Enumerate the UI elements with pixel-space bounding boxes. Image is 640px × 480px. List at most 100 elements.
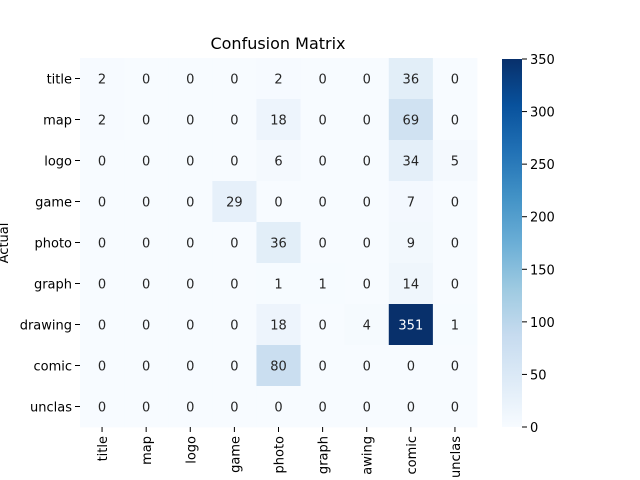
heatmap-cell — [300, 345, 346, 387]
cell-value-label: 0 — [142, 401, 150, 416]
col-tick-label: awing — [361, 436, 376, 475]
heatmap-cell — [344, 58, 390, 100]
heatmap-cell — [168, 99, 213, 141]
cell-value-label: 0 — [363, 155, 371, 170]
heatmap-cell — [344, 99, 390, 141]
heatmap-cell — [80, 263, 125, 305]
cell-value-label: 0 — [230, 278, 238, 293]
cell-value-label: 0 — [186, 278, 194, 293]
cell-value-label: 34 — [403, 155, 420, 170]
heatmap-cell — [300, 263, 346, 305]
cell-value-label: 0 — [186, 73, 194, 88]
heatmap-cell — [124, 222, 169, 264]
heatmap-cell — [212, 181, 257, 223]
heatmap-cell — [432, 304, 478, 346]
heatmap-cell — [168, 263, 213, 305]
cell-value-label: 0 — [363, 114, 371, 129]
row-tick-label: map — [43, 114, 72, 129]
cell-value-label: 0 — [186, 114, 194, 129]
cell-value-label: 0 — [230, 73, 238, 88]
cell-value-label: 0 — [451, 196, 459, 211]
cell-value-label: 4 — [363, 319, 371, 334]
cell-value-label: 0 — [318, 319, 326, 334]
heatmap-cell — [80, 304, 125, 346]
cell-value-label: 14 — [403, 278, 420, 293]
cell-value-label: 0 — [98, 319, 106, 334]
heatmap-cell — [124, 386, 169, 428]
cell-value-label: 0 — [363, 196, 371, 211]
colorbar-tick-label: 100 — [530, 316, 555, 331]
heatmap-cell — [432, 263, 478, 305]
heatmap-cell — [256, 263, 301, 305]
cell-value-label: 0 — [318, 360, 326, 375]
cell-value-label: 36 — [270, 237, 287, 252]
colorbar: 0 50 100 150 200 250 300 350 — [502, 53, 555, 436]
heatmap-cell — [432, 222, 478, 264]
cell-value-label: 2 — [274, 73, 282, 88]
cell-value-label: 0 — [230, 401, 238, 416]
heatmap-cell — [124, 263, 169, 305]
cell-value-label: 29 — [226, 196, 243, 211]
heatmap-cell — [300, 386, 346, 428]
heatmap-cell — [80, 140, 125, 182]
heatmap-cell — [80, 99, 125, 141]
heatmap-cell — [300, 181, 346, 223]
heatmap-cell — [124, 304, 169, 346]
row-tick-label: graph — [34, 278, 72, 293]
heatmap-cell — [212, 99, 257, 141]
row-tick-label: logo — [44, 155, 72, 170]
heatmap-cell — [256, 181, 301, 223]
cell-value-label: 80 — [270, 360, 287, 375]
cell-value-label: 0 — [186, 237, 194, 252]
heatmap-cell — [344, 304, 390, 346]
colorbar-tick-label: 300 — [530, 106, 555, 121]
col-tick-label: logo — [184, 436, 199, 464]
cell-value-label: 0 — [230, 319, 238, 334]
heatmap-cell — [388, 345, 434, 387]
cell-value-label: 0 — [274, 401, 282, 416]
cell-value-label: 0 — [451, 360, 459, 375]
cell-value-label: 0 — [142, 155, 150, 170]
heatmap-cell — [432, 58, 478, 100]
cell-value-label: 0 — [363, 237, 371, 252]
col-tick-label: title — [96, 436, 111, 461]
heatmap-cell — [168, 222, 213, 264]
col-axis: title map logo game photo graph awing comic uncl… — [96, 427, 464, 478]
colorbar-gradient — [502, 59, 522, 427]
cell-labels: 2 0 0 0 2 0 0 36 02 0 0 0 18 0 0 69 00 0 0 0 6 0 0 34 50 0 0 29 0 0 0 7… — [98, 73, 459, 416]
heatmap-cell — [212, 304, 257, 346]
cell-value-label: 0 — [186, 155, 194, 170]
cell-value-label: 0 — [186, 360, 194, 375]
cell-value-label: 1 — [274, 278, 282, 293]
cell-value-label: 0 — [98, 237, 106, 252]
cell-value-label: 0 — [451, 114, 459, 129]
cell-value-label: 36 — [403, 73, 420, 88]
heatmap-cell — [432, 345, 478, 387]
heatmap-cell — [212, 58, 257, 100]
heatmap-cell — [300, 222, 346, 264]
cell-value-label: 0 — [451, 401, 459, 416]
cell-value-label: 0 — [142, 114, 150, 129]
cell-value-label: 0 — [318, 196, 326, 211]
heatmap-cell — [388, 181, 434, 223]
heatmap-cell — [212, 263, 257, 305]
cell-value-label: 351 — [398, 319, 423, 334]
heatmap-cell — [300, 99, 346, 141]
chart-title: Confusion Matrix — [210, 34, 345, 53]
cell-value-label: 0 — [98, 196, 106, 211]
heatmap-cell — [256, 304, 301, 346]
heatmap-cell — [432, 386, 478, 428]
col-tick-label: game — [228, 436, 243, 473]
heatmap-cell — [168, 181, 213, 223]
cell-value-label: 0 — [142, 196, 150, 211]
cell-value-label: 0 — [451, 237, 459, 252]
heatmap-cell — [388, 140, 434, 182]
colorbar-tick-label: 0 — [530, 421, 538, 436]
heatmap-cell — [388, 58, 434, 100]
heatmap-cell — [344, 345, 390, 387]
row-tick-label: game — [35, 196, 72, 211]
cell-value-label: 0 — [363, 360, 371, 375]
cell-value-label: 0 — [142, 237, 150, 252]
heatmap-cell — [256, 99, 301, 141]
